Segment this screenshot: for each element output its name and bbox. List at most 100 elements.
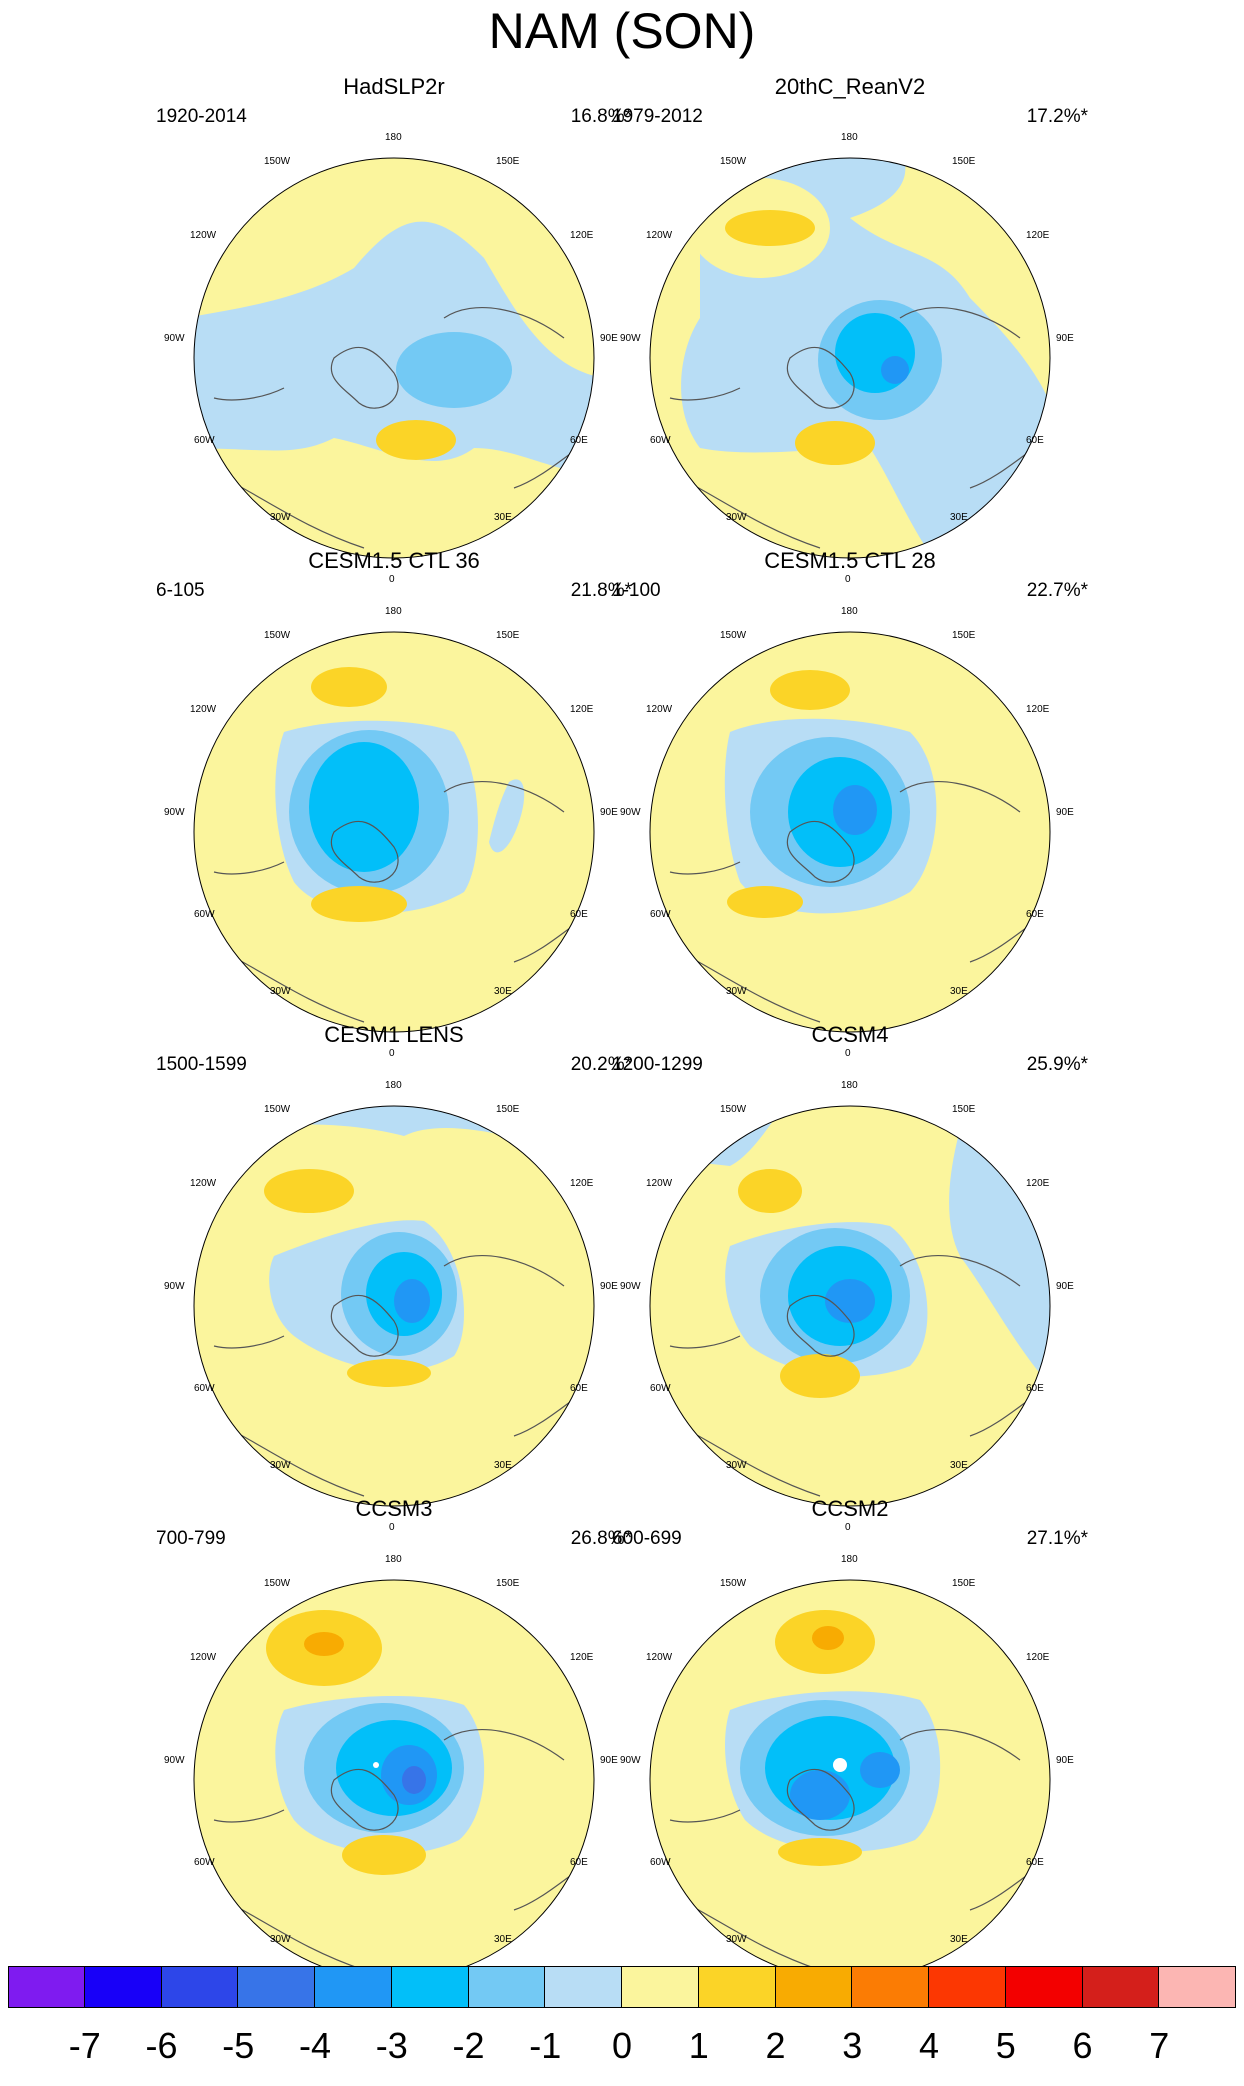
lon-label: 30E xyxy=(950,1460,968,1471)
panel-period: 1500-1599 xyxy=(156,1054,247,1075)
lon-label: 90E xyxy=(1056,807,1074,818)
colorbar-tick-label: 4 xyxy=(918,2025,940,2066)
lon-label: 120E xyxy=(570,1652,594,1663)
colorbar-tick-label: -6 xyxy=(145,2025,178,2066)
colorbar-bin xyxy=(161,1966,239,2008)
lon-label: 0 xyxy=(845,1522,851,1533)
lon-label: 60W xyxy=(194,909,215,920)
lon-label: 180 xyxy=(385,1080,402,1091)
lon-label: 30W xyxy=(270,1934,291,1945)
negative-anomaly-center xyxy=(825,1279,875,1323)
colorbar-bin xyxy=(698,1966,776,2008)
polar-map xyxy=(649,631,1051,1033)
positive-anomaly-core xyxy=(376,420,456,460)
lon-label: 150E xyxy=(496,156,520,167)
negative-anomaly-center xyxy=(394,1279,430,1323)
figure-title: NAM (SON) xyxy=(488,3,756,59)
coastlines xyxy=(213,1255,594,1497)
colorbar-bin xyxy=(852,1966,929,2008)
colorbar-tick-label: -4 xyxy=(298,2025,332,2066)
lon-label: 120W xyxy=(190,1178,217,1189)
polar-map xyxy=(193,1579,595,1981)
lon-label: 30W xyxy=(270,512,291,523)
lon-label: 150W xyxy=(720,1104,747,1115)
panel-variance-percent: 16.8%* xyxy=(570,106,632,127)
lon-label: 60W xyxy=(650,909,671,920)
lon-label: 90W xyxy=(164,807,185,818)
map-boundary xyxy=(649,157,1051,559)
map-boundary xyxy=(649,631,1051,1033)
colorbar-bin xyxy=(929,1966,1006,2008)
lon-label: 90W xyxy=(620,333,641,344)
lon-label: 90W xyxy=(164,1281,185,1292)
panel-period: 600-699 xyxy=(612,1528,682,1549)
negative-anomaly-core xyxy=(396,332,512,408)
lon-label: 60W xyxy=(194,1857,215,1868)
lon-label: 30E xyxy=(494,986,512,997)
lon-label: 180 xyxy=(841,132,858,143)
lon-label: 150W xyxy=(720,630,747,641)
negative-anomaly-center xyxy=(833,785,877,835)
lon-label: 90W xyxy=(620,1281,641,1292)
colorbar-bin xyxy=(8,1966,85,2008)
lon-label: 150W xyxy=(264,630,291,641)
lon-label: 30E xyxy=(494,1934,512,1945)
lon-label: 90E xyxy=(1056,1755,1074,1766)
positive-anomaly-core xyxy=(342,1835,426,1875)
panel-title: CCSM4 xyxy=(811,1022,889,1047)
lon-label: 90W xyxy=(620,1755,641,1766)
lon-label: 90E xyxy=(1056,333,1074,344)
colorbar-bin xyxy=(1159,1966,1236,2008)
positive-anomaly-core xyxy=(725,210,815,246)
lon-label: 90E xyxy=(600,807,618,818)
lon-label: 120E xyxy=(570,230,594,241)
lon-label: 120W xyxy=(646,1178,673,1189)
coastlines xyxy=(213,781,594,1023)
colorbar-tick-label: 2 xyxy=(765,2025,786,2066)
lon-label: 60W xyxy=(650,1383,671,1394)
negative-anomaly-center xyxy=(881,356,909,384)
map-panel: HadSLP2r 1920-2014 16.8%* 180 0 150W 150… xyxy=(156,74,632,585)
lon-label: 60E xyxy=(570,1383,588,1394)
lon-label: 30W xyxy=(270,1460,291,1471)
lon-label: 120W xyxy=(190,704,217,715)
panel-variance-percent: 20.2%* xyxy=(570,1054,632,1075)
colorbar-tick-label: 3 xyxy=(842,2025,863,2066)
lon-label: 150E xyxy=(952,156,976,167)
panel-title: 20thC_ReanV2 xyxy=(774,74,926,99)
lon-label: 60W xyxy=(650,1857,671,1868)
lon-label: 60E xyxy=(570,435,588,446)
colorbar-bin xyxy=(1005,1966,1083,2008)
colorbar-bin xyxy=(1082,1966,1160,2008)
map-panel: CESM1.5 CTL 28 1-100 22.7%* 180 0 150W 1… xyxy=(612,548,1088,1059)
panel-title: CESM1.5 CTL 28 xyxy=(764,548,936,573)
panel-variance-percent: 21.8%* xyxy=(570,580,632,601)
panel-period: 1920-2014 xyxy=(156,106,247,127)
map-boundary xyxy=(193,157,595,559)
lon-label: 150E xyxy=(496,1104,520,1115)
panel-period: 700-799 xyxy=(156,1528,226,1549)
positive-anomaly-core xyxy=(311,886,407,922)
polar-map xyxy=(193,1105,595,1507)
lon-label: 90E xyxy=(1056,1281,1074,1292)
lon-label: 90E xyxy=(600,1281,618,1292)
lon-label: 90W xyxy=(164,333,185,344)
lon-label: 90W xyxy=(620,807,641,818)
lon-label: 60E xyxy=(1026,435,1044,446)
map-panel: 20thC_ReanV2 1979-2012 17.2%* 180 0 150W… xyxy=(612,74,1088,585)
lon-label: 0 xyxy=(389,574,395,585)
lon-label: 120E xyxy=(570,1178,594,1189)
colorbar-bin xyxy=(622,1966,699,2008)
lon-label: 120W xyxy=(190,1652,217,1663)
colorbar-tick-label: 1 xyxy=(688,2025,709,2066)
positive-anomaly-core xyxy=(795,421,875,465)
panel-title: CESM1 LENS xyxy=(324,1022,464,1047)
lon-label: 150W xyxy=(264,1104,291,1115)
positive-anomaly-core xyxy=(347,1359,431,1387)
map-panel: CESM1.5 CTL 36 6-105 21.8%* 180 0 150W 1… xyxy=(156,548,632,1059)
lon-label: 30W xyxy=(726,986,747,997)
colorbar-bin xyxy=(545,1966,622,2008)
map-boundary xyxy=(649,1105,1051,1507)
lon-label: 0 xyxy=(389,1522,395,1533)
map-panel: CCSM4 1200-1299 25.9%* 180 0 150W 150E 1… xyxy=(612,1022,1088,1533)
